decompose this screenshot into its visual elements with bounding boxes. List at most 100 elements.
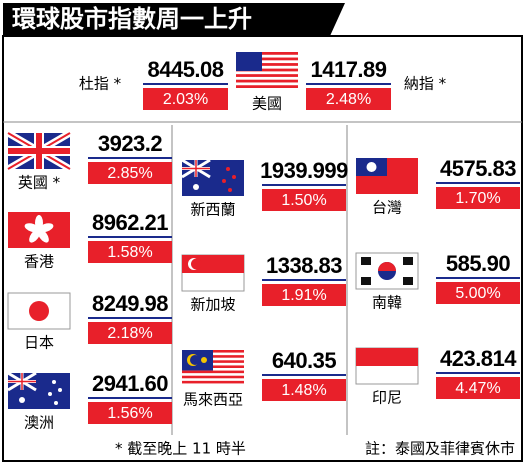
change-value: 2.18% [107,325,152,342]
change-box [88,322,172,344]
market-name: 新西蘭 [190,201,235,219]
change-value: 1.56% [107,405,152,422]
star [19,397,25,403]
change-box [88,241,172,263]
index-value: 8249.98 [92,291,168,316]
change-box [436,377,520,399]
change-box [306,88,391,110]
flag [181,158,244,196]
change-box [262,284,346,306]
petal [29,228,41,243]
stripe [236,52,298,55]
star [232,175,236,179]
stripe [236,85,298,88]
flag [7,371,70,409]
stripe [182,375,244,379]
taeguk [378,262,396,271]
star [201,357,207,363]
index-value: 8445.08 [147,57,223,82]
trigram [403,277,413,285]
change-box [436,282,520,304]
flag [355,347,419,385]
title-banner [3,3,345,36]
stripe [236,79,298,83]
flag [182,350,244,386]
market-name: 馬來西亞 [183,391,243,409]
index-label: 納指 * [404,75,447,93]
change-box [88,162,172,184]
market-name: 新加坡 [190,296,235,314]
trigram [361,257,371,265]
flag [8,212,70,248]
moon-cut [190,355,200,365]
index-value: 1417.89 [310,57,386,82]
market-name: 南韓 [372,294,402,312]
index-value: 3923.2 [98,131,163,156]
star [48,392,52,396]
country-name: 美國 [252,95,282,113]
stripe [236,68,298,72]
index-value: 1939.999 [260,158,348,183]
change-value: 2.48% [326,91,371,108]
index-value: 423.814 [440,346,517,371]
stripe [236,63,298,66]
star [54,401,58,405]
sun [29,301,49,321]
flag [7,292,71,330]
stripe [182,380,244,384]
market-name: 印尼 [372,389,402,407]
change-box [262,189,346,211]
change-box [143,88,228,110]
canton [236,52,262,71]
star [193,184,199,190]
change-value: 1.48% [281,382,326,399]
star [228,188,232,192]
change-value: 1.70% [455,190,500,207]
index-value: 1338.83 [266,253,342,278]
index-value: 585.90 [446,251,511,276]
footnote: 註：泰國及菲律賓休市 [365,440,515,458]
petal [24,223,41,233]
index-value: 4575.83 [440,156,516,181]
market-name: 日本 [24,334,54,352]
flag [355,252,419,290]
change-box [436,187,520,209]
change-value: 2.85% [107,165,152,182]
union [182,160,210,177]
stripe [236,74,298,77]
trigram [361,277,371,285]
market-name: 香港 [24,253,54,271]
index-label: 杜指 * [79,75,122,93]
trigram [403,257,413,265]
title: 環球股市指數周一上升 [12,5,252,33]
flag [6,129,72,173]
change-box [88,402,172,424]
change-value: 5.00% [455,285,500,302]
stripe [182,370,244,374]
change-box [262,379,346,401]
sun [366,162,377,172]
flag [356,158,418,194]
market-name: 台灣 [372,199,402,217]
star [58,388,62,392]
footnote: * 截至晚上 11 時半 [115,440,246,458]
change-value: 1.58% [107,244,152,261]
index-value: 8962.21 [92,210,168,235]
market-name: 澳洲 [24,414,54,432]
flag [236,52,298,88]
change-value: 1.50% [281,192,326,209]
moon-cut [191,258,202,270]
band [356,348,418,366]
index-value: 2941.60 [92,371,168,396]
change-value: 4.47% [455,380,500,397]
union [8,373,36,390]
star [52,380,56,384]
index-value: 640.35 [272,348,337,373]
change-value: 2.03% [163,91,208,108]
flag [181,254,245,292]
star [222,179,226,183]
change-value: 1.91% [281,287,326,304]
market-name: 英國 * [18,174,61,192]
star [226,167,230,171]
